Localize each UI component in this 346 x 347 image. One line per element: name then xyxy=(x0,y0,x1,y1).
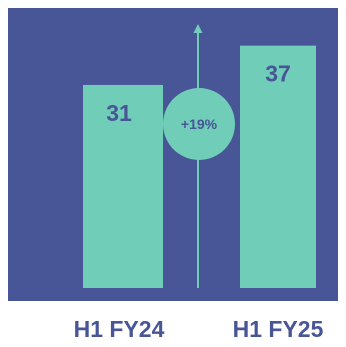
value-label-h1-fy25: 37 xyxy=(265,61,291,87)
growth-circle xyxy=(163,88,235,160)
value-label-h1-fy24: 31 xyxy=(106,100,132,126)
growth-badge: +19% xyxy=(163,88,235,160)
arrow-head-icon xyxy=(193,24,203,33)
growth-label: +19% xyxy=(181,116,218,132)
category-labels: H1 FY24 H1 FY25 xyxy=(74,316,324,342)
bar-h1-fy24 xyxy=(83,84,163,288)
category-label-h1-fy24: H1 FY24 xyxy=(74,316,165,342)
category-label-h1-fy25: H1 FY25 xyxy=(233,316,324,342)
bar-h1-fy25 xyxy=(240,45,316,289)
bars-layer: 31 37 xyxy=(83,45,316,289)
